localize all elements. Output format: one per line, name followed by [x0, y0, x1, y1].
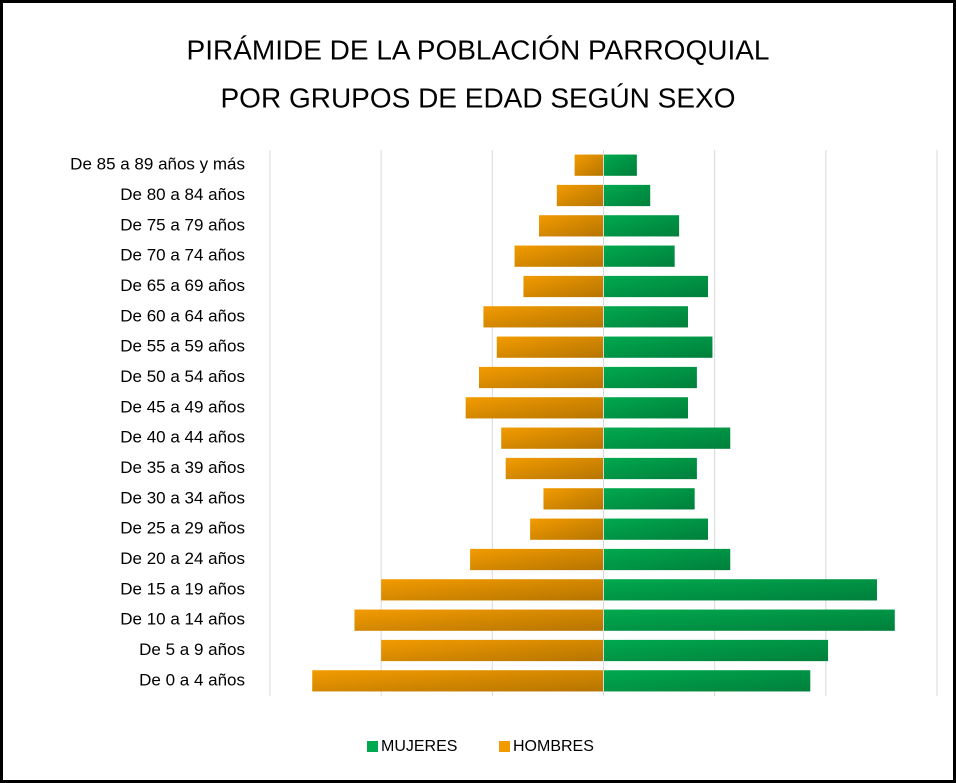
bar-shade	[470, 548, 604, 571]
y-tick-label: De 50 a 54 años	[120, 367, 245, 386]
bar-shade	[603, 579, 877, 601]
y-tick-label: De 35 a 39 años	[120, 458, 245, 477]
bar-shade	[603, 609, 895, 631]
bar-shade	[312, 670, 604, 692]
y-tick-label: De 70 a 74 años	[120, 246, 245, 265]
legend-swatch	[499, 741, 510, 752]
bar-shade	[539, 215, 604, 237]
y-tick-label: De 10 a 14 años	[120, 610, 245, 629]
y-tick-label: De 80 a 84 años	[120, 185, 245, 204]
bar-shade	[381, 579, 604, 601]
y-tick-label: De 60 a 64 años	[120, 306, 245, 325]
y-tick-label: De 30 a 34 años	[120, 488, 245, 507]
bar-shade	[483, 306, 604, 328]
bar-shade	[603, 336, 713, 358]
bar-shade	[354, 609, 604, 631]
bar-shade	[603, 670, 811, 692]
y-tick-label: De 20 a 24 años	[120, 549, 245, 568]
bar-shade	[603, 488, 695, 510]
bar-shade	[501, 427, 604, 449]
bar-shade	[603, 245, 675, 267]
bar-shade	[603, 154, 637, 176]
bar-shade	[603, 184, 651, 207]
bar-shade	[603, 366, 697, 389]
y-tick-label: De 0 a 4 años	[139, 670, 245, 689]
y-tick-label: De 85 a 89 años y más	[70, 155, 245, 174]
y-tick-label: De 65 a 69 años	[120, 276, 245, 295]
bar-shade	[478, 366, 604, 389]
bar-shade	[514, 245, 604, 267]
y-tick-label: De 75 a 79 años	[120, 215, 245, 234]
bar-shade	[543, 488, 604, 510]
y-tick-label: De 25 a 29 años	[120, 519, 245, 538]
bar-shade	[603, 427, 731, 449]
bar-shade	[523, 275, 604, 298]
bar-shade	[603, 306, 688, 328]
bar-shade	[496, 336, 604, 358]
y-tick-label: De 40 a 44 años	[120, 428, 245, 447]
y-tick-label: De 55 a 59 años	[120, 337, 245, 356]
y-tick-label: De 45 a 49 años	[120, 397, 245, 416]
bar-shade	[556, 184, 604, 207]
bar-shade	[603, 639, 829, 662]
legend-swatch	[367, 741, 378, 752]
bar-shade	[603, 457, 697, 480]
bar-shade	[574, 154, 604, 176]
chart-title: PIRÁMIDE DE LA POBLACIÓN PARROQUIAL	[187, 34, 770, 65]
y-tick-label: De 15 a 19 años	[120, 579, 245, 598]
legend-label: MUJERES	[381, 738, 457, 755]
bar-shade	[505, 457, 604, 480]
chart-title: POR GRUPOS DE EDAD SEGÚN SEXO	[221, 82, 736, 113]
bar-shade	[603, 397, 688, 419]
bar-shade	[530, 518, 604, 540]
bar-shade	[603, 275, 708, 298]
bar-shade	[603, 518, 708, 540]
y-tick-label: De 5 a 9 años	[139, 640, 245, 659]
legend-label: HOMBRES	[513, 738, 594, 755]
bar-shade	[603, 215, 680, 237]
bar-shade	[603, 548, 731, 571]
bar-shade	[465, 397, 604, 419]
bar-shade	[381, 639, 604, 662]
